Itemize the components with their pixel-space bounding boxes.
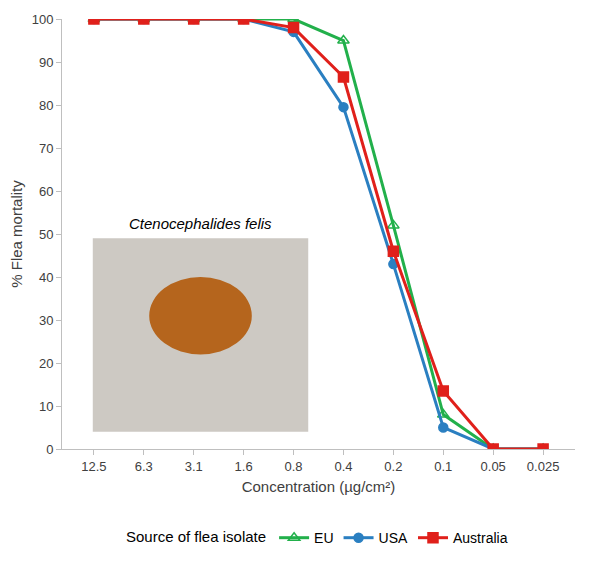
svg-text:80: 80 [39, 98, 53, 113]
svg-text:0.8: 0.8 [285, 459, 303, 474]
svg-text:Source of flea isolate: Source of flea isolate [126, 528, 266, 545]
svg-text:0.025: 0.025 [527, 459, 560, 474]
svg-text:0.05: 0.05 [481, 459, 506, 474]
svg-text:Australia: Australia [453, 530, 508, 546]
svg-text:6.3: 6.3 [135, 459, 153, 474]
svg-text:0.4: 0.4 [334, 459, 352, 474]
svg-text:30: 30 [39, 313, 53, 328]
svg-text:60: 60 [39, 184, 53, 199]
svg-text:3.1: 3.1 [185, 459, 203, 474]
svg-text:0.2: 0.2 [384, 459, 402, 474]
svg-text:USA: USA [379, 530, 408, 546]
svg-text:10: 10 [39, 399, 53, 414]
svg-text:Ctenocephalides felis: Ctenocephalides felis [129, 215, 272, 232]
svg-text:70: 70 [39, 141, 53, 156]
svg-text:12.5: 12.5 [81, 459, 106, 474]
svg-text:90: 90 [39, 55, 53, 70]
svg-text:Concentration (µg/cm²): Concentration (µg/cm²) [242, 478, 396, 495]
svg-text:EU: EU [314, 530, 333, 546]
svg-text:1.6: 1.6 [235, 459, 253, 474]
svg-text:0: 0 [46, 442, 53, 457]
svg-text:50: 50 [39, 227, 53, 242]
svg-text:40: 40 [39, 270, 53, 285]
svg-text:0.1: 0.1 [434, 459, 452, 474]
svg-text:100: 100 [32, 12, 54, 27]
svg-text:% Flea mortality: % Flea mortality [8, 180, 25, 288]
svg-text:20: 20 [39, 356, 53, 371]
